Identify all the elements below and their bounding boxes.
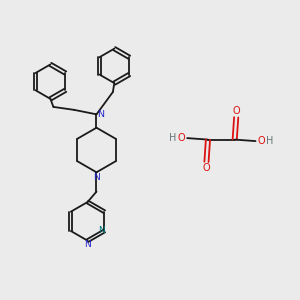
Text: O: O bbox=[203, 164, 210, 173]
Text: N: N bbox=[93, 173, 100, 182]
Text: N: N bbox=[99, 226, 105, 236]
Text: N: N bbox=[98, 110, 104, 119]
Text: O: O bbox=[232, 106, 240, 116]
Text: O: O bbox=[178, 133, 186, 143]
Text: O: O bbox=[257, 136, 265, 146]
Text: N: N bbox=[84, 240, 91, 249]
Text: H: H bbox=[266, 136, 274, 146]
Text: H: H bbox=[169, 133, 177, 143]
